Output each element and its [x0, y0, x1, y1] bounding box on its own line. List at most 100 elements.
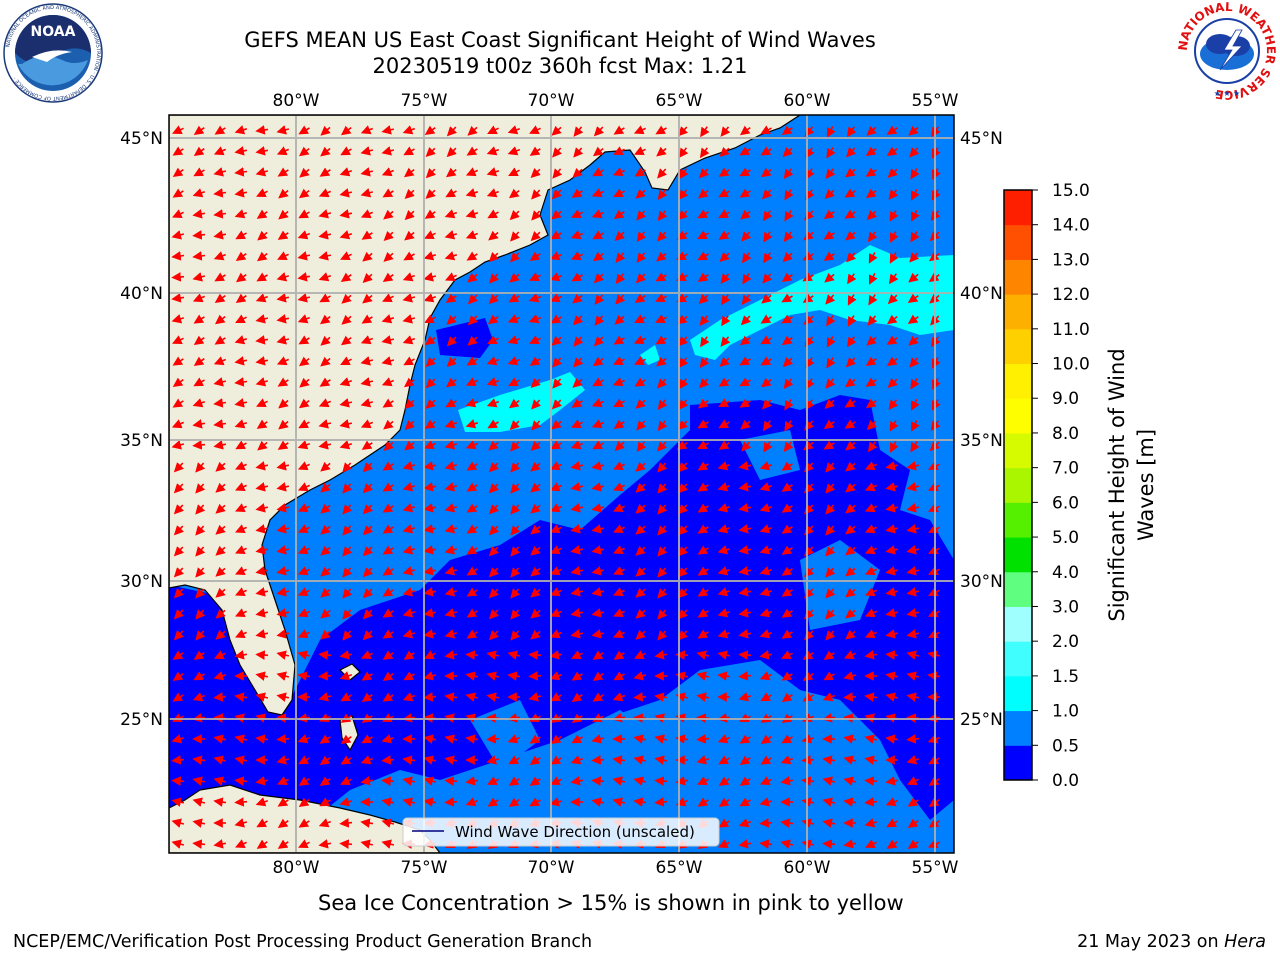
- wave-arrow: [529, 125, 541, 134]
- wave-arrow: [214, 650, 226, 659]
- wave-arrow: [783, 378, 794, 390]
- wave-arrow: [654, 650, 668, 660]
- wave-arrow: [759, 608, 773, 618]
- lat-label: 30°N: [960, 572, 1003, 592]
- wave-arrow: [657, 441, 668, 452]
- wave-arrow: [424, 335, 436, 346]
- wave-arrow: [381, 314, 395, 324]
- wave-arrow: [591, 398, 605, 408]
- wave-arrow: [552, 357, 563, 368]
- wave-arrow: [507, 650, 521, 660]
- wave-arrow: [886, 146, 898, 157]
- wave-arrow: [173, 483, 184, 494]
- wave-arrow: [676, 251, 688, 260]
- wave-arrow: [911, 420, 920, 432]
- wave-arrow: [549, 545, 563, 555]
- map-legend: Wind Wave Direction (unscaled): [402, 817, 720, 847]
- wave-arrow: [552, 168, 563, 179]
- wave-arrow: [255, 377, 269, 387]
- wave-arrow: [215, 545, 226, 556]
- wave-arrow: [697, 629, 709, 639]
- wave-arrow: [886, 314, 898, 325]
- lon-label: 70°W: [528, 858, 575, 878]
- wave-arrow: [530, 503, 541, 514]
- wave-arrow: [213, 377, 227, 387]
- wave-arrow: [342, 462, 353, 473]
- wave-arrow: [530, 545, 541, 556]
- wave-arrow: [297, 629, 311, 639]
- wave-arrow: [676, 293, 688, 303]
- wave-arrow: [510, 525, 521, 536]
- lon-label: 55°W: [912, 858, 959, 878]
- wave-arrow: [255, 503, 269, 513]
- wave-arrow: [256, 398, 268, 407]
- wave-arrow: [845, 587, 856, 598]
- wave-arrow: [362, 483, 373, 494]
- wave-arrow: [781, 587, 793, 597]
- wave-arrow: [906, 650, 920, 660]
- wave-arrow: [360, 356, 374, 366]
- wave-arrow: [762, 399, 773, 410]
- wave-arrow: [255, 335, 269, 345]
- colorbar-segment: [1004, 363, 1032, 399]
- wave-arrow: [719, 251, 730, 262]
- wave-arrow: [633, 335, 647, 345]
- wave-arrow: [214, 293, 226, 304]
- wave-arrow: [488, 546, 499, 557]
- wave-arrow: [613, 587, 625, 597]
- wave-arrow: [613, 482, 625, 492]
- wave-arrow: [698, 294, 709, 305]
- wave-arrow: [804, 588, 815, 599]
- lat-label: 25°N: [960, 710, 1003, 730]
- wave-arrow: [571, 671, 583, 681]
- wave-arrow: [382, 587, 394, 597]
- lon-label: 65°W: [656, 91, 703, 111]
- wave-arrow: [425, 356, 436, 367]
- wave-arrow: [213, 356, 227, 366]
- wave-arrow: [657, 504, 668, 515]
- wave-arrow: [657, 399, 668, 411]
- wave-arrow: [465, 671, 479, 681]
- colorbar-tick-label: 0.0: [1052, 771, 1079, 791]
- wave-arrow: [888, 273, 899, 285]
- wave-arrow: [676, 440, 688, 450]
- wave-arrow: [444, 461, 458, 471]
- colorbar-segment: [1004, 432, 1032, 469]
- wave-arrow: [570, 608, 584, 618]
- wave-arrow: [572, 377, 583, 388]
- wave-arrow: [195, 504, 206, 515]
- wave-arrow: [320, 356, 331, 367]
- wave-arrow: [173, 588, 184, 599]
- wave-arrow: [467, 272, 478, 283]
- wave-arrow: [257, 440, 268, 451]
- wave-arrow: [488, 588, 499, 599]
- wave-arrow: [718, 377, 730, 387]
- wave-arrow: [298, 335, 310, 345]
- wave-arrow: [297, 671, 311, 681]
- wave-arrow: [466, 482, 478, 492]
- wave-arrow: [697, 440, 709, 449]
- wave-arrow: [214, 314, 226, 325]
- wave-arrow: [592, 377, 604, 387]
- wave-arrow: [738, 671, 752, 681]
- wave-arrow: [235, 566, 247, 576]
- wave-arrow: [633, 125, 647, 135]
- wave-arrow: [339, 209, 353, 219]
- wave-arrow: [173, 525, 184, 536]
- wave-arrow: [678, 378, 689, 390]
- wave-arrow: [866, 420, 877, 431]
- wave-arrow: [570, 503, 584, 513]
- lon-labels-bottom: 80°W 75°W 70°W 65°W 60°W 55°W: [273, 858, 959, 878]
- colorbar-tick-label: 11.0: [1052, 320, 1090, 340]
- wave-arrow: [781, 629, 793, 639]
- nws-logo: NATIONAL WEATHER SERVICE ★ ★ ★: [1176, 2, 1278, 100]
- wave-arrow: [360, 146, 374, 156]
- wave-arrow: [360, 125, 374, 135]
- wave-arrow: [700, 126, 710, 138]
- wave-arrow: [906, 545, 920, 555]
- wave-arrow: [845, 461, 856, 472]
- wave-arrow: [657, 378, 668, 389]
- wave-arrow: [382, 671, 394, 682]
- wave-arrow: [403, 251, 415, 261]
- wave-arrow: [465, 209, 479, 219]
